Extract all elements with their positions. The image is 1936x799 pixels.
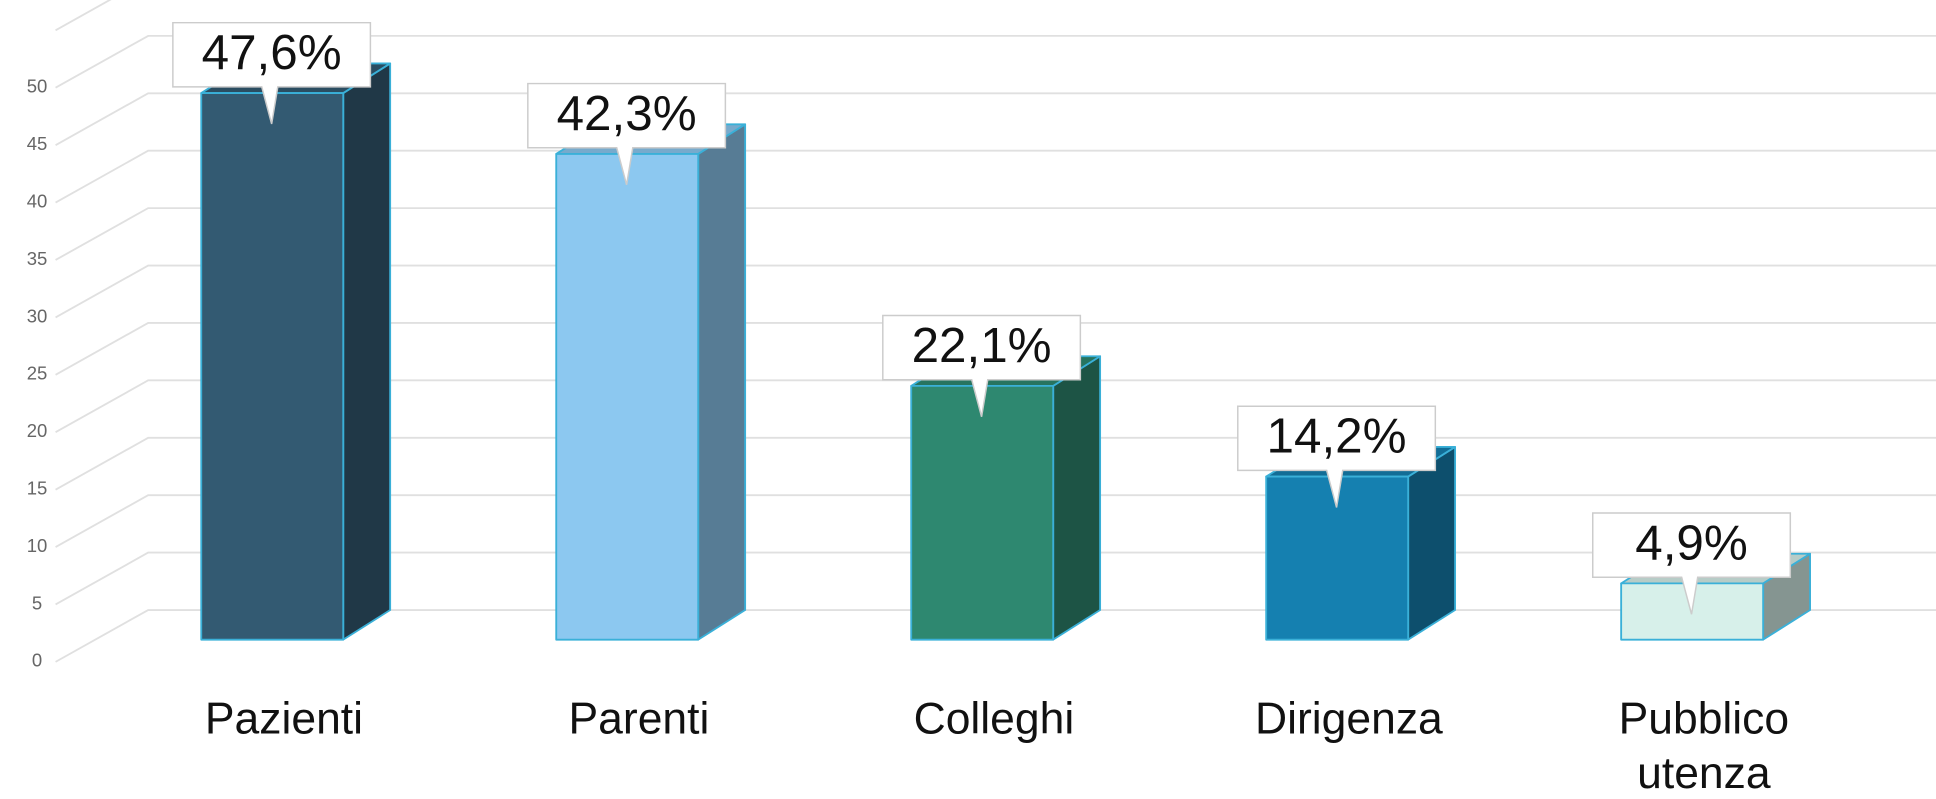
bar xyxy=(200,62,392,641)
frame-line xyxy=(55,0,112,32)
x-tick-label: Colleghi xyxy=(913,692,1075,744)
bar-side xyxy=(1407,446,1457,641)
callout xyxy=(882,314,1082,417)
y-tick-label: 15 xyxy=(27,478,48,499)
grid-line xyxy=(55,264,1936,319)
grid-line xyxy=(55,379,1936,434)
bar-side xyxy=(342,62,392,641)
bar-side xyxy=(1052,355,1102,641)
grid-line xyxy=(55,92,1936,146)
x-label-box: Parenti xyxy=(568,692,710,744)
y-tick-label: 25 xyxy=(27,363,48,384)
x-label-box: Colleghi xyxy=(913,692,1075,744)
x-tick-label: Pubblico utenza xyxy=(1618,692,1790,798)
grid-line xyxy=(55,34,1936,89)
grid-line xyxy=(55,149,1936,204)
y-tick-label: 20 xyxy=(27,420,48,441)
callout xyxy=(172,21,372,125)
y-tick-label: 50 xyxy=(27,76,48,97)
value-label: 47,6% xyxy=(202,25,342,80)
y-tick-label: 45 xyxy=(27,133,48,154)
x-label-box: Dirigenza xyxy=(1255,692,1443,744)
x-tick-label: Dirigenza xyxy=(1255,692,1443,744)
y-tick-label: 10 xyxy=(27,535,48,556)
bar-front xyxy=(910,384,1055,641)
x-tick-label: Pazienti xyxy=(204,692,364,744)
value-label: 42,3% xyxy=(557,86,697,141)
x-label-box: Pubblico utenza xyxy=(1618,692,1790,798)
callout xyxy=(527,82,727,185)
value-label: 22,1% xyxy=(912,318,1052,373)
bar xyxy=(910,355,1102,641)
callout xyxy=(1237,405,1437,508)
grid-line xyxy=(55,322,1936,376)
y-tick-label: 30 xyxy=(27,305,48,326)
bar-side xyxy=(697,123,747,641)
value-label: 4,9% xyxy=(1635,515,1748,570)
y-tick-label: 35 xyxy=(27,248,48,269)
y-tick-label: 0 xyxy=(32,650,42,671)
bar-front xyxy=(555,153,700,641)
value-label: 14,2% xyxy=(1267,409,1407,464)
bar xyxy=(555,123,747,641)
callout xyxy=(1592,512,1792,615)
bar-front xyxy=(200,92,345,641)
x-label-box: Pazienti xyxy=(204,692,364,744)
bar xyxy=(1265,446,1457,641)
x-tick-label: Parenti xyxy=(568,692,710,744)
y-tick-label: 40 xyxy=(27,190,48,211)
y-tick-label: 5 xyxy=(32,592,42,613)
grid-line xyxy=(55,207,1936,261)
